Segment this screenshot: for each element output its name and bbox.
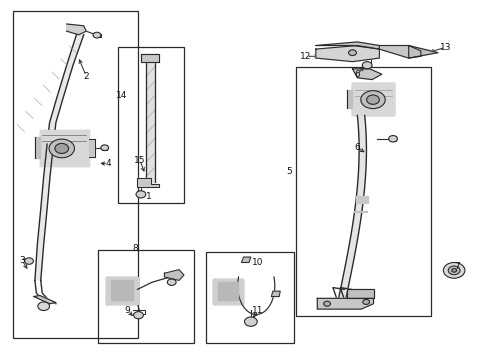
- Polygon shape: [47, 35, 84, 144]
- Polygon shape: [213, 279, 243, 304]
- Text: 12: 12: [300, 52, 312, 61]
- Polygon shape: [316, 42, 379, 49]
- Text: 7: 7: [455, 262, 461, 271]
- Circle shape: [136, 191, 146, 198]
- Polygon shape: [379, 45, 421, 58]
- Text: 9: 9: [125, 306, 131, 315]
- Circle shape: [348, 50, 356, 55]
- Circle shape: [452, 269, 457, 272]
- Circle shape: [361, 91, 385, 109]
- Text: 5: 5: [286, 167, 292, 176]
- Bar: [118, 47, 184, 203]
- Polygon shape: [137, 178, 159, 187]
- Polygon shape: [35, 144, 53, 280]
- Bar: [40, 130, 89, 166]
- Circle shape: [389, 135, 397, 142]
- Circle shape: [101, 145, 109, 150]
- Circle shape: [55, 143, 69, 153]
- Polygon shape: [164, 270, 184, 280]
- Polygon shape: [352, 69, 382, 80]
- Polygon shape: [40, 130, 89, 166]
- Circle shape: [24, 258, 33, 264]
- Text: 1: 1: [146, 192, 151, 201]
- Polygon shape: [34, 296, 56, 304]
- Circle shape: [362, 62, 372, 69]
- Text: 6: 6: [354, 70, 360, 79]
- Text: 8: 8: [132, 244, 138, 253]
- Text: 11: 11: [252, 306, 264, 315]
- Circle shape: [367, 95, 379, 104]
- Polygon shape: [218, 282, 238, 300]
- Text: 15: 15: [134, 156, 146, 165]
- Circle shape: [134, 312, 144, 319]
- Polygon shape: [67, 24, 86, 35]
- Text: 3: 3: [19, 256, 25, 265]
- Text: 10: 10: [252, 258, 264, 267]
- Polygon shape: [356, 195, 368, 203]
- Circle shape: [49, 139, 74, 158]
- Bar: [352, 83, 394, 116]
- Bar: [206, 252, 294, 343]
- Polygon shape: [346, 90, 352, 108]
- Text: 2: 2: [83, 72, 89, 81]
- Polygon shape: [352, 83, 394, 116]
- Polygon shape: [409, 45, 438, 58]
- Bar: [98, 250, 194, 343]
- Polygon shape: [35, 137, 40, 158]
- Text: 4: 4: [105, 159, 111, 168]
- Circle shape: [324, 301, 331, 306]
- Polygon shape: [106, 277, 138, 304]
- Circle shape: [363, 300, 369, 305]
- Bar: [13, 12, 138, 338]
- Text: 13: 13: [440, 43, 451, 52]
- Circle shape: [245, 317, 257, 326]
- Polygon shape: [271, 291, 280, 297]
- Polygon shape: [242, 257, 251, 262]
- Polygon shape: [89, 139, 95, 157]
- Circle shape: [443, 262, 465, 278]
- Bar: [296, 67, 431, 316]
- Bar: [213, 279, 243, 304]
- Text: 6: 6: [354, 143, 360, 152]
- Circle shape: [167, 279, 176, 285]
- Bar: [106, 277, 138, 304]
- Polygon shape: [318, 298, 373, 309]
- Text: 14: 14: [116, 91, 127, 100]
- Polygon shape: [142, 54, 159, 62]
- Polygon shape: [338, 116, 367, 302]
- Polygon shape: [346, 289, 373, 298]
- Circle shape: [448, 266, 460, 275]
- Polygon shape: [316, 45, 379, 62]
- Polygon shape: [111, 280, 133, 300]
- Circle shape: [38, 302, 49, 311]
- Polygon shape: [147, 60, 155, 182]
- Circle shape: [93, 32, 101, 38]
